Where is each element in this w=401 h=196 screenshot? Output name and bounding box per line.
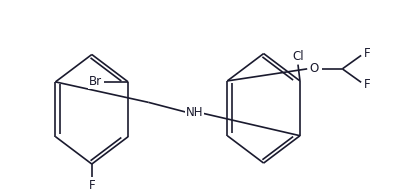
Text: NH: NH [186,106,204,119]
Text: Br: Br [89,75,102,88]
Text: F: F [365,78,371,91]
Text: F: F [89,179,95,192]
Text: F: F [365,47,371,60]
Text: Cl: Cl [292,50,304,63]
Text: O: O [310,62,319,75]
